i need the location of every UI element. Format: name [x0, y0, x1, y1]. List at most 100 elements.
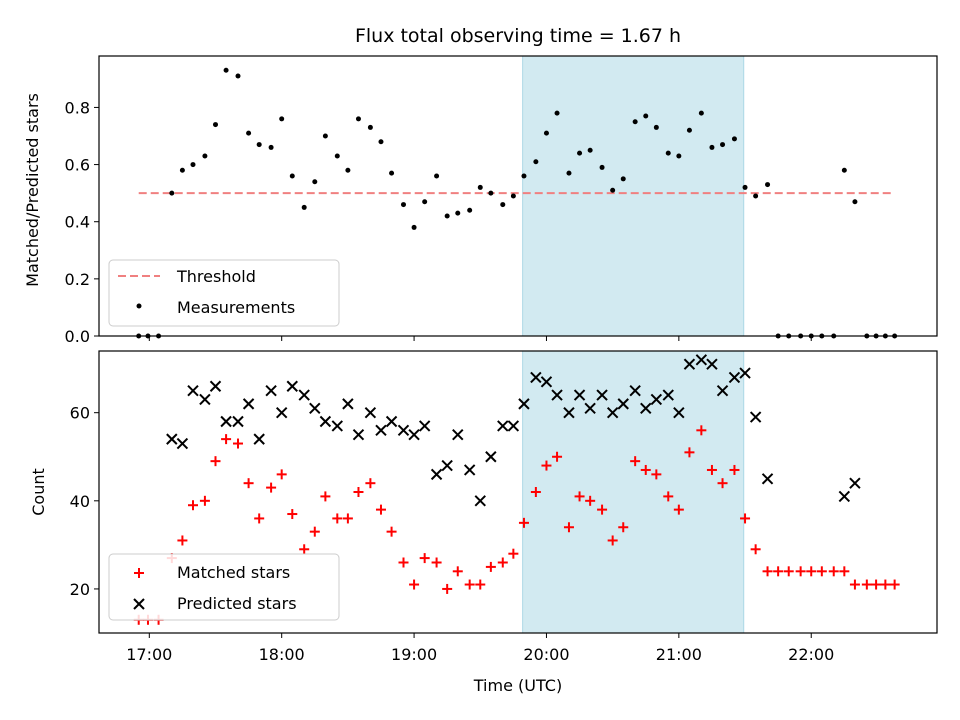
x-marker-b: [133, 598, 145, 610]
predicted-point: [716, 384, 729, 397]
predicted-point: [673, 406, 685, 419]
measurement-point: [235, 73, 241, 79]
predicted-point: [309, 402, 321, 414]
x-marker-b: [849, 477, 861, 489]
x-marker-b: [265, 384, 277, 397]
matched-point: [309, 526, 320, 537]
predicted-point: [497, 420, 509, 432]
x-tick-label: 22:00: [788, 645, 834, 664]
matched-point: [508, 548, 519, 559]
matched-point: [651, 469, 662, 480]
predicted-point: [176, 437, 189, 450]
x-marker-b: [617, 398, 629, 410]
measurement-point: [202, 153, 208, 159]
predicted-point: [452, 429, 464, 441]
x-marker-b: [364, 406, 377, 419]
matched-point: [464, 579, 475, 590]
measurement-point: [367, 124, 373, 130]
measurement-point: [434, 173, 440, 179]
x-marker-b: [166, 433, 178, 445]
measurement-point: [400, 202, 406, 208]
matched-point: [618, 522, 629, 533]
x-marker-b: [563, 406, 575, 419]
predicted-point: [166, 433, 178, 445]
matched-point: [871, 579, 882, 590]
legend-threshold-label: Threshold: [176, 267, 256, 286]
x-tick-label: 19:00: [391, 645, 437, 664]
x-tick-label: 17:00: [126, 645, 172, 664]
predicted-point: [838, 490, 851, 503]
matched-point: [409, 579, 420, 590]
predicted-point: [530, 371, 542, 384]
x-marker-b: [761, 473, 774, 485]
matched-point: [795, 566, 806, 577]
measurement-point: [765, 182, 771, 188]
matched-point: [199, 495, 210, 506]
x-marker-b: [650, 393, 663, 406]
x-marker-b: [739, 367, 751, 379]
matched-point: [221, 434, 232, 445]
measurement-point: [378, 139, 384, 145]
measurement-point: [345, 167, 351, 173]
predicted-point: [408, 429, 420, 441]
matched-point: [673, 504, 684, 515]
x-marker-b: [629, 384, 641, 397]
measurement-point: [279, 116, 285, 122]
bottom-y-tick-label: 60: [70, 404, 90, 423]
predicted-point: [640, 402, 652, 414]
x-marker-b: [497, 420, 509, 432]
measurement-point: [620, 176, 626, 182]
matched-point: [773, 566, 784, 577]
x-marker-b: [242, 398, 255, 410]
x-marker-b: [596, 389, 608, 401]
measurement-point: [731, 136, 737, 142]
top-panel: 0.00.20.40.60.8 Matched/Predicted stars …: [23, 55, 938, 346]
matched-point: [442, 583, 453, 594]
measurements-group: [136, 67, 898, 339]
predicted-point: [540, 376, 553, 388]
measurement-point: [246, 130, 252, 136]
measurement-point: [610, 187, 616, 193]
matched-point: [419, 553, 430, 564]
matched-point: [342, 513, 353, 524]
measurement-point: [190, 162, 196, 168]
x-marker-b: [551, 389, 563, 401]
matched-point: [849, 579, 860, 590]
x-marker-b: [640, 402, 652, 414]
predicted-point: [352, 429, 365, 441]
matched-point: [386, 526, 397, 537]
matched-point: [243, 478, 254, 489]
top-highlight-span: [522, 55, 745, 337]
matched-point: [706, 464, 717, 475]
x-marker-b: [606, 406, 619, 419]
x-marker-b: [352, 429, 365, 441]
predicted-point: [606, 406, 619, 419]
measurement-point: [543, 130, 549, 136]
measurement-point: [742, 184, 748, 190]
predicted-point: [319, 415, 332, 428]
top-y-tick-label: 0.8: [65, 98, 90, 117]
legend-predicted-label: Predicted stars: [177, 594, 297, 613]
matched-point: [320, 491, 331, 502]
matched-point: [740, 513, 751, 524]
measurement-point: [533, 159, 539, 165]
predicted-point: [286, 380, 298, 392]
top-y-tick-label: 0.4: [65, 213, 90, 232]
legend-matched-swatch: [134, 568, 144, 578]
measurement-point: [289, 173, 295, 179]
predicted-point: [430, 468, 443, 481]
measurement-point: [510, 193, 516, 199]
x-marker-b: [507, 420, 520, 432]
top-x-axis-ticks: [148, 336, 812, 341]
matched-point: [783, 566, 794, 577]
measurement-point: [665, 150, 671, 156]
matched-point: [750, 544, 761, 555]
matched-point: [485, 561, 496, 572]
measurement-point: [720, 142, 726, 148]
predicted-point: [485, 451, 497, 463]
bottom-y-axis-label: Count: [29, 468, 48, 516]
matched-point: [452, 566, 463, 577]
predicted-point: [463, 464, 476, 476]
matched-point: [287, 509, 298, 520]
